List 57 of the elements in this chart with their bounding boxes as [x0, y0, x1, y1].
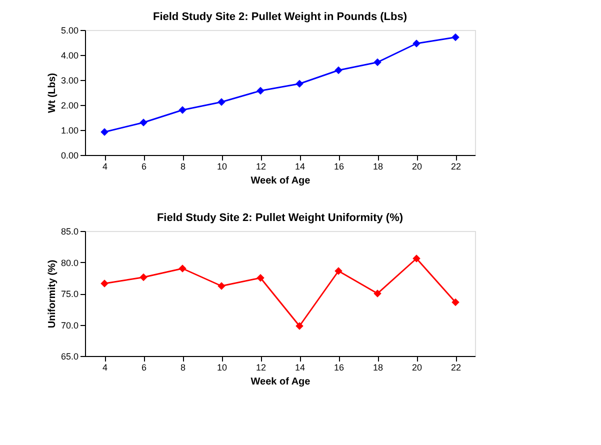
y-tick-label: 70.0	[60, 320, 78, 330]
y-tick-label: 80.0	[60, 258, 78, 268]
point	[178, 106, 186, 114]
x-tick-label: 4	[102, 162, 108, 172]
point	[218, 98, 226, 106]
x-tick-label: 20	[412, 362, 422, 372]
x-tick-label: 16	[334, 362, 344, 372]
x-tick-label: 10	[216, 162, 228, 172]
x-tick-label: 20	[412, 162, 422, 172]
y-tick-label: 3.00	[60, 76, 78, 86]
chart-title: Field Study Site 2: Pullet Weight Uniformity (%)	[156, 212, 404, 224]
y-tick-label: 0.00	[60, 150, 78, 160]
x-tick-label: 8	[180, 162, 186, 172]
y-tick-label: 2.00	[60, 100, 78, 110]
point	[100, 280, 108, 288]
y-tick-label: 65.0	[60, 352, 78, 362]
x-tick-label: 16	[334, 162, 344, 172]
point	[218, 282, 226, 290]
point	[296, 80, 304, 88]
x-tick-label: 18	[372, 362, 384, 372]
y-tick-label: 5.00	[60, 26, 78, 36]
point	[412, 40, 420, 48]
point	[100, 128, 108, 136]
x-tick-label: 6	[141, 362, 147, 372]
point	[452, 298, 460, 306]
chart-title: Field Study Site 2: Pullet Weight in Pounds (Lbs)	[152, 11, 408, 23]
x-axis-title: Week of Age	[250, 176, 311, 186]
point	[178, 264, 186, 272]
x-tick-label: 10	[216, 362, 228, 372]
x-tick-label: 22	[450, 162, 462, 172]
point	[374, 290, 382, 298]
x-tick-label: 8	[180, 362, 186, 372]
y-tick-label: 4.00	[60, 50, 78, 60]
x-tick-label: 22	[450, 362, 462, 372]
y-tick-label: 85.0	[60, 226, 78, 236]
point	[140, 118, 148, 126]
point	[334, 66, 342, 74]
y-axis-title: Uniformity (%)	[46, 260, 58, 328]
point	[374, 58, 382, 66]
x-tick-label: 4	[102, 362, 108, 372]
y-tick-label: 1.00	[60, 126, 78, 136]
point	[412, 254, 420, 262]
y-tick-label: 75.0	[60, 289, 78, 299]
point	[256, 274, 264, 282]
x-tick-label: 18	[372, 162, 384, 172]
point	[334, 267, 342, 275]
point	[452, 33, 460, 42]
x-axis-title: Week of Age	[250, 376, 311, 388]
point	[296, 322, 304, 330]
x-tick-label: 12	[256, 362, 266, 372]
x-tick-label: 12	[256, 162, 266, 172]
point	[256, 86, 264, 95]
y-axis-title: Wt (Lbs)	[46, 73, 58, 113]
x-tick-label: 14	[294, 362, 306, 372]
x-tick-label: 14	[294, 162, 306, 172]
x-tick-label: 6	[141, 162, 147, 172]
point	[140, 273, 148, 282]
